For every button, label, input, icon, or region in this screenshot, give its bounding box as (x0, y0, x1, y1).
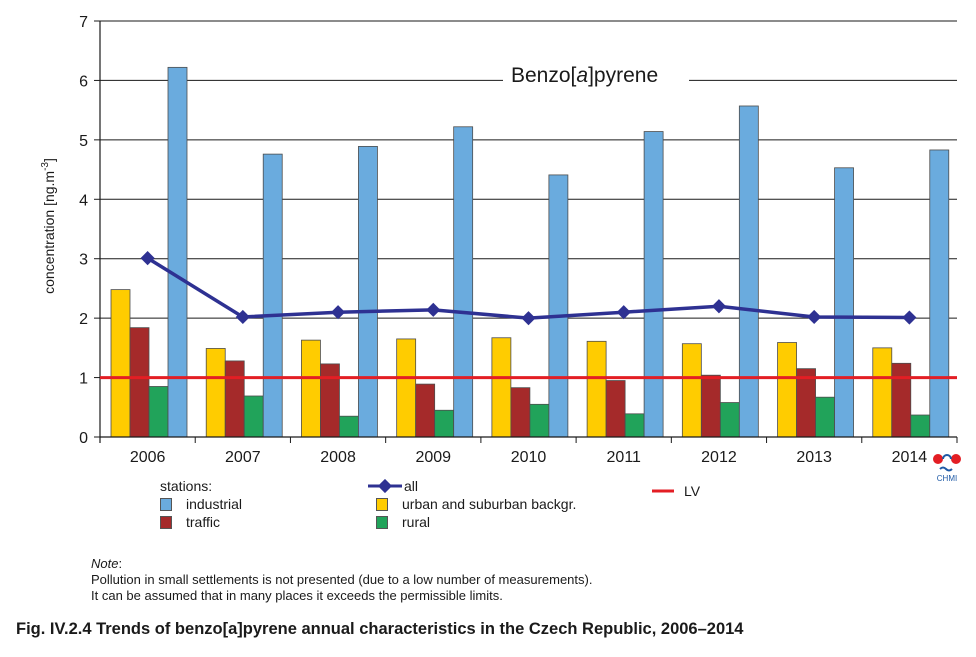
legend-stations-text: stations: (160, 478, 213, 494)
bar (434, 409, 455, 438)
bar (453, 126, 474, 438)
y-axis-label: concentration [ng.m-3] (40, 158, 57, 294)
bar (320, 363, 340, 438)
line-all (146, 256, 910, 320)
bar (262, 153, 283, 438)
bar (396, 338, 417, 438)
bar (205, 348, 226, 438)
x-tick-label: 2010 (511, 449, 547, 466)
line-point (521, 311, 536, 326)
y-tick-label: 6 (79, 73, 88, 90)
x-tick-label: 2012 (701, 449, 737, 466)
bar (339, 415, 359, 438)
tick-labels: 0 1 2 3 4 5 6 7 2006 2007 2008 2009 2010 2011 2012 2013… (79, 14, 927, 466)
note-line-2: It can be assumed that in many places it… (91, 588, 503, 603)
legend-item-rural: rural (376, 514, 430, 530)
note-line-1: Pollution in small settlements is not pr… (91, 572, 593, 587)
bar (148, 386, 169, 438)
bar (415, 383, 436, 438)
bar (777, 342, 797, 438)
x-tick-label: 2008 (320, 449, 356, 466)
y-tick-label: 1 (79, 371, 88, 388)
y-tick-label: 2 (79, 311, 88, 328)
title-backdrop (503, 58, 689, 92)
bar (529, 403, 550, 438)
bar (910, 414, 931, 438)
bar (681, 343, 702, 438)
x-tick-label: 2014 (892, 449, 928, 466)
y-tick-label: 7 (79, 14, 88, 31)
line-point (140, 251, 155, 266)
bar (738, 105, 759, 438)
x-tick-label: 2013 (796, 449, 832, 466)
legend-swatch-rural (376, 515, 388, 529)
legend-line-lv-icon (652, 489, 674, 493)
legend-swatch-industrial (160, 497, 172, 511)
line-point (426, 302, 441, 317)
line-point (616, 305, 631, 320)
note-heading: Note (91, 556, 119, 571)
y-tick-label: 0 (79, 430, 88, 447)
bar (815, 396, 835, 438)
bar (491, 337, 512, 438)
legend-swatch-urban (376, 497, 388, 511)
x-tick-label: 2006 (130, 449, 166, 466)
line-point (902, 310, 917, 325)
bar (129, 327, 150, 438)
bar (510, 387, 531, 438)
legend-label-urban: urban and suburban backgr. (402, 496, 577, 512)
axes (94, 20, 958, 443)
legend-item-urban: urban and suburban backgr. (376, 496, 576, 512)
chmi-logo-icon: CHMI (933, 454, 961, 483)
bar (929, 149, 950, 438)
chart-title-group: Benzo[a]pyrene (503, 58, 689, 92)
line-point (807, 309, 822, 325)
bar (700, 374, 721, 438)
x-tick-label: 2011 (607, 449, 642, 466)
legend-item-all: all (368, 478, 418, 494)
logo-text: CHMI (937, 474, 957, 483)
y-tick-label: 3 (79, 252, 88, 269)
bar (891, 362, 912, 438)
line-point (235, 309, 250, 325)
legend-item-traffic: traffic (160, 514, 220, 530)
chart-title: Benzo[a]pyrene (511, 64, 658, 87)
bar (834, 167, 854, 438)
legend-label-rural: rural (402, 514, 431, 530)
x-tick-label: 2007 (225, 449, 261, 466)
legend-swatch-traffic (160, 515, 172, 529)
legend-item-lv: LV (652, 483, 700, 499)
bar (167, 66, 188, 438)
bar (872, 347, 893, 438)
legend-label-traffic: traffic (186, 514, 220, 530)
legend-label-all: all (404, 478, 419, 494)
bar (224, 360, 245, 438)
all-line-layer (140, 251, 917, 326)
bar (643, 131, 664, 438)
bar (586, 340, 607, 438)
bar (548, 174, 569, 438)
bars (110, 66, 950, 438)
note: Note: Pollution in small settlements is … (91, 556, 593, 603)
bar (243, 395, 264, 438)
bar (605, 380, 626, 438)
legend-label-industrial: industrial (186, 496, 243, 512)
y-tick-label: 5 (79, 133, 88, 150)
legend-line-all-icon (368, 479, 402, 493)
x-tick-label: 2009 (415, 449, 451, 466)
legend-stations-label: stations: (160, 478, 212, 494)
line-point (711, 299, 727, 314)
legend-label-lv: LV (684, 483, 701, 499)
figure-caption: Fig. IV.2.4 Trends of benzo[a]pyrene ann… (16, 620, 744, 638)
bar (110, 289, 131, 438)
line-point (330, 305, 346, 320)
bar (301, 339, 321, 438)
bar (719, 402, 740, 438)
y-tick-label: 4 (79, 192, 88, 209)
legend-item-industrial: industrial (160, 496, 242, 512)
bar (624, 413, 645, 438)
bar (358, 145, 378, 438)
chart: Benzo[a]pyrene concentration [ng.m-3] 0 1… (40, 14, 958, 466)
